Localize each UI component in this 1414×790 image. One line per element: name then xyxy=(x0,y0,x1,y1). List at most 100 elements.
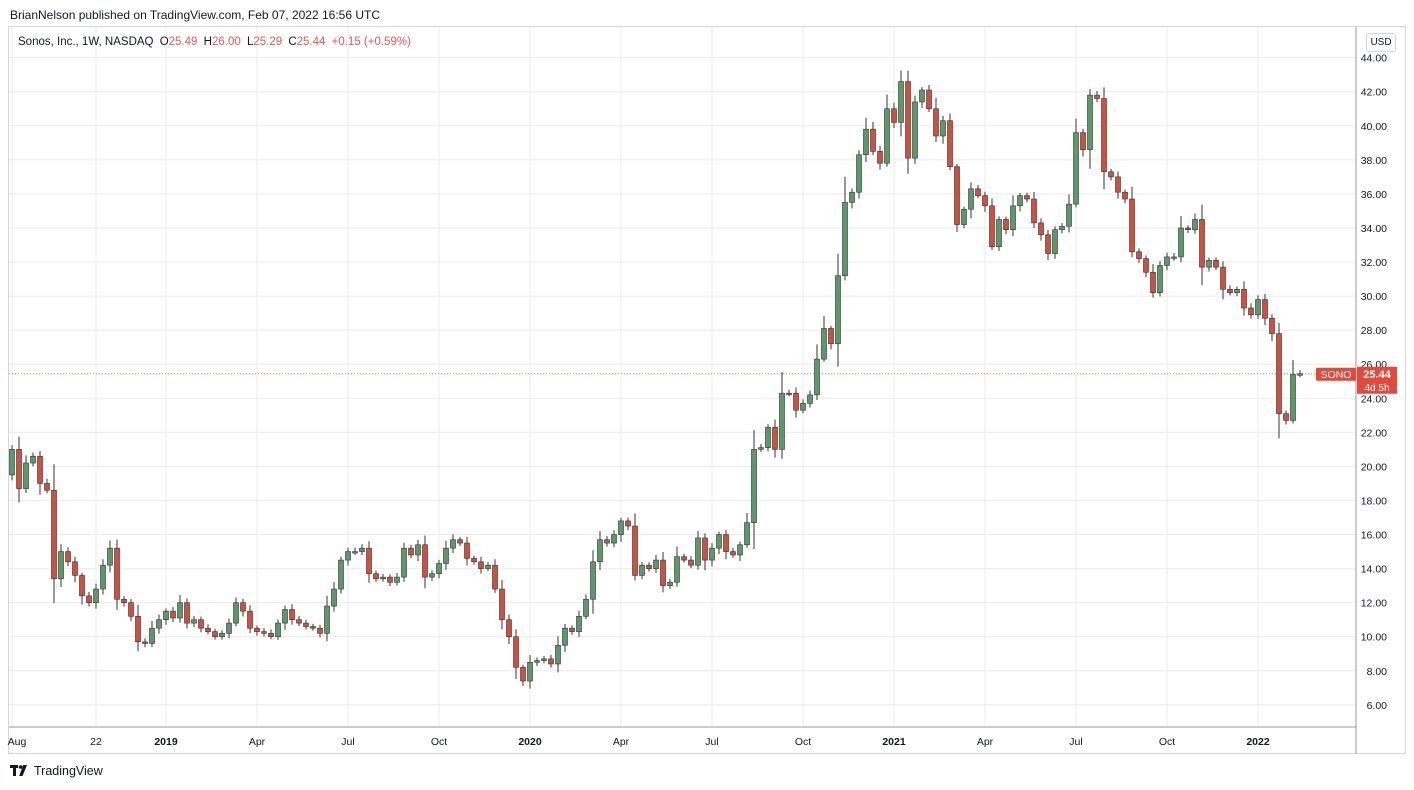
candle xyxy=(1269,314,1275,341)
candle-body xyxy=(1262,299,1268,319)
candle xyxy=(1227,285,1233,296)
candle xyxy=(79,572,85,605)
y-tick-label: 10.00 xyxy=(1361,632,1387,644)
candle-body xyxy=(212,631,218,638)
candle xyxy=(555,636,561,673)
candle xyxy=(177,595,183,623)
candle-body xyxy=(408,547,414,556)
candle-body xyxy=(632,525,638,576)
candle-body xyxy=(338,559,344,590)
grid-lines xyxy=(9,27,1356,727)
candle xyxy=(1129,186,1135,258)
candle-body xyxy=(513,636,519,668)
candle xyxy=(751,430,757,550)
candle xyxy=(163,608,169,625)
candle-body xyxy=(1150,271,1156,293)
candle xyxy=(289,604,295,625)
candle-body xyxy=(597,539,603,563)
candle xyxy=(240,598,246,617)
x-tick-label: Oct xyxy=(1159,736,1175,748)
candle-body xyxy=(1269,317,1275,334)
candle-body xyxy=(863,128,869,156)
candle xyxy=(296,615,302,627)
candle-body xyxy=(835,275,841,345)
candle xyxy=(1171,253,1177,261)
candle-body xyxy=(765,426,771,448)
candle-body xyxy=(1290,374,1296,421)
candle xyxy=(219,630,225,640)
candle xyxy=(86,591,92,607)
candle-body xyxy=(1108,171,1114,178)
candle xyxy=(611,530,617,548)
tradingview-logo[interactable]: TradingView xyxy=(10,764,103,778)
candle-body xyxy=(23,462,29,489)
candle-body xyxy=(555,644,561,665)
candle-body xyxy=(282,609,288,624)
currency-button[interactable]: USD xyxy=(1366,33,1396,52)
candle-body xyxy=(471,558,477,563)
candle xyxy=(1122,189,1128,204)
candle-body xyxy=(499,588,505,621)
candle-body xyxy=(968,188,974,210)
candle xyxy=(863,117,869,162)
candle xyxy=(639,562,645,580)
candle xyxy=(485,561,491,572)
candle-body xyxy=(1059,225,1065,230)
candle xyxy=(660,552,666,593)
candle-body xyxy=(856,154,862,193)
candle xyxy=(401,542,407,582)
candle xyxy=(331,582,337,612)
candle-body xyxy=(352,551,358,554)
ohlc-legend: Sonos, Inc., 1W, NASDAQ O25.49 H26.00 L2… xyxy=(18,36,411,48)
candle-body xyxy=(681,556,687,561)
candle xyxy=(667,578,673,590)
candle-body xyxy=(198,619,204,629)
candle-body xyxy=(1024,195,1030,200)
candle-body xyxy=(457,539,463,544)
candle xyxy=(317,624,323,638)
candle xyxy=(1283,410,1289,425)
candle-body xyxy=(51,489,57,580)
y-tick-label: 44.00 xyxy=(1361,53,1387,65)
candle-body xyxy=(842,202,848,276)
candle-body xyxy=(849,191,855,203)
candle xyxy=(842,176,848,281)
ticker-tag-bg xyxy=(1316,367,1356,381)
candle xyxy=(982,191,988,212)
x-tick-label: Oct xyxy=(795,736,811,748)
candle-body xyxy=(989,205,995,248)
candle xyxy=(618,517,624,542)
candle xyxy=(492,559,498,593)
candle xyxy=(268,629,274,640)
candle-body xyxy=(800,403,806,411)
candle-body xyxy=(1241,288,1247,309)
candle xyxy=(128,598,134,622)
candle-body xyxy=(233,602,239,624)
tradingview-brand: TradingView xyxy=(34,764,103,778)
candle-body xyxy=(1171,256,1177,259)
candle-body xyxy=(1010,205,1016,230)
candle xyxy=(233,597,239,627)
candle xyxy=(380,573,386,582)
candle xyxy=(1164,252,1170,271)
candle xyxy=(93,583,99,609)
candle-body xyxy=(1220,266,1226,290)
candle-body xyxy=(366,547,372,575)
candle-body xyxy=(814,358,820,396)
x-tick-label: Oct xyxy=(431,736,447,748)
candle-body xyxy=(548,658,554,665)
symbol-label[interactable]: Sonos, Inc., 1W, NASDAQ xyxy=(18,36,154,48)
candle xyxy=(597,531,603,571)
candle-body xyxy=(324,605,330,634)
candle xyxy=(772,419,778,458)
candle xyxy=(1045,229,1051,261)
y-tick-label: 20.00 xyxy=(1361,461,1387,473)
candle xyxy=(44,478,50,494)
candle-body xyxy=(128,602,134,617)
candle-body xyxy=(1066,203,1072,227)
candle-body xyxy=(730,551,736,556)
price-tag: SONO 25.44 4d 5h xyxy=(1316,366,1397,394)
candle xyxy=(1206,257,1212,272)
candle-body xyxy=(1073,132,1079,205)
